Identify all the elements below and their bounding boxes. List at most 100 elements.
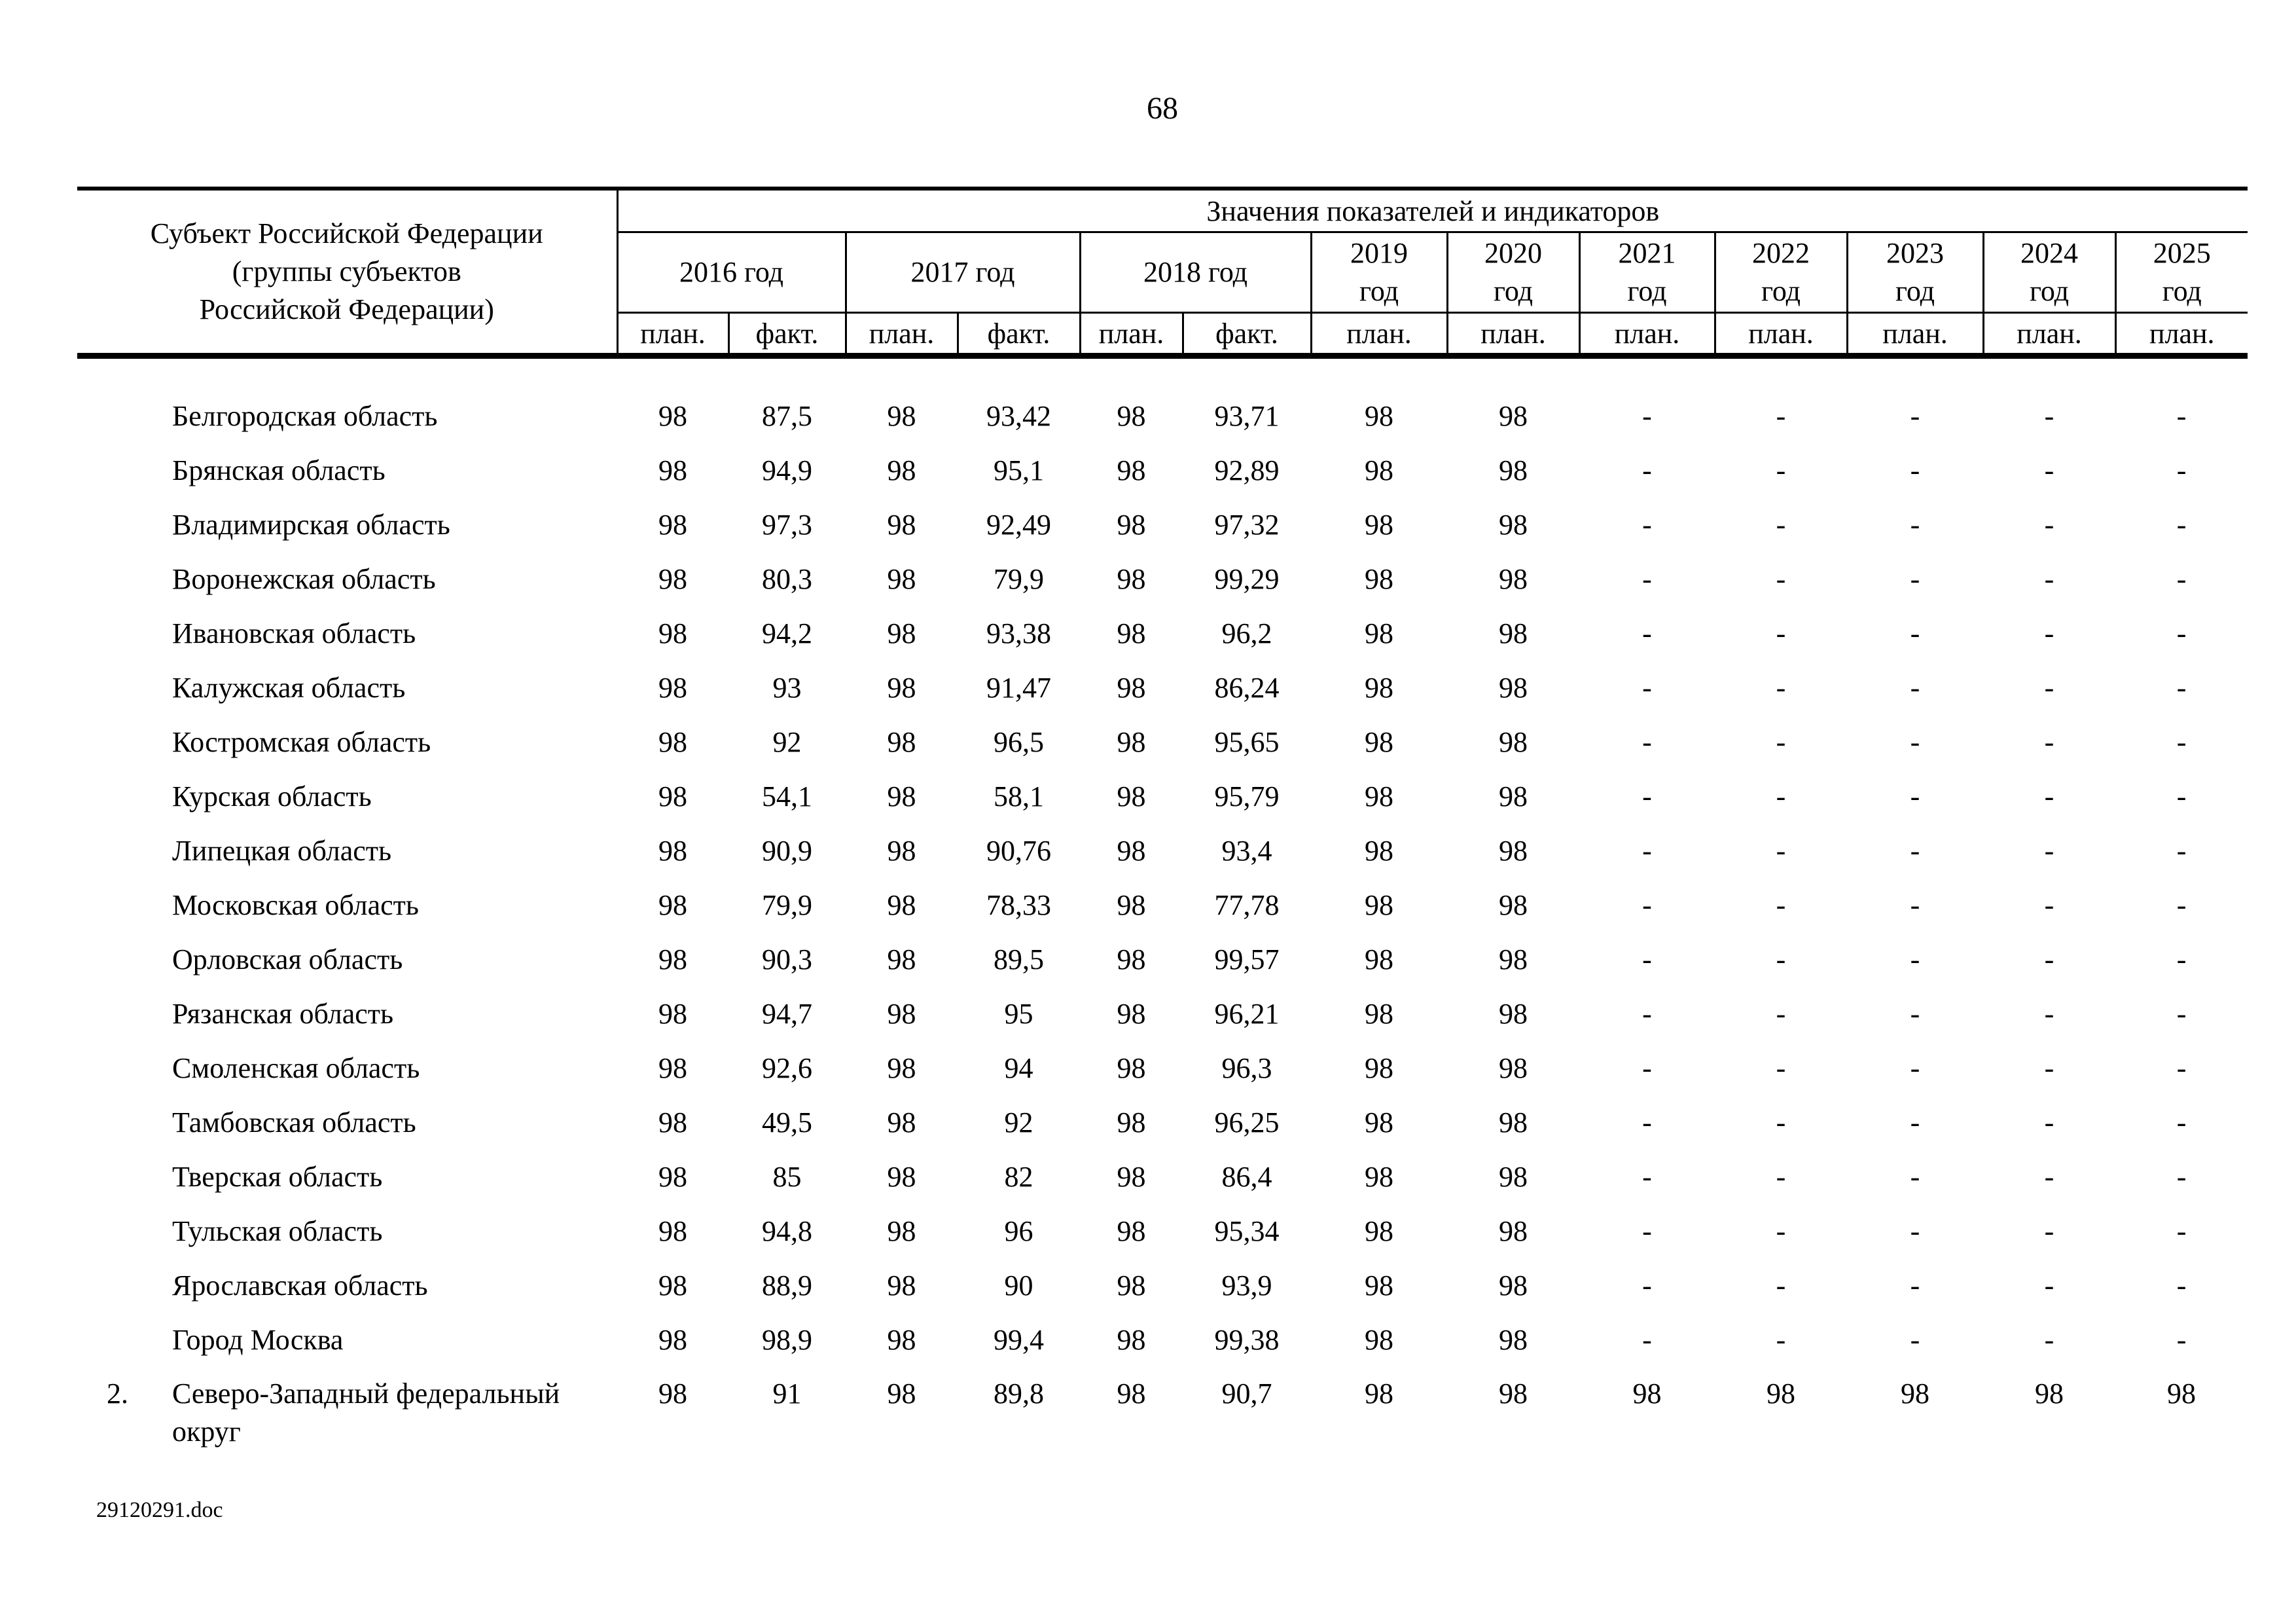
subject-column-header: Субъект Российской Федерации (группы суб… — [77, 189, 619, 359]
region-cell: Тамбовская область — [77, 1095, 617, 1150]
value-cell: 98 — [887, 998, 916, 1030]
value-cell: 98 — [1499, 1161, 1528, 1193]
value-cell: - — [1776, 563, 1786, 595]
value-cell: 98 — [1117, 780, 1146, 812]
value-cell: 98 — [1365, 400, 1393, 432]
value-cell: 98 — [1365, 1161, 1393, 1193]
value-cell: 98 — [887, 1324, 916, 1356]
value-cell: - — [1642, 943, 1652, 976]
value-cell: 92 — [1004, 1106, 1033, 1139]
region-cell: Московская область — [77, 878, 617, 932]
value-cell: 98 — [658, 835, 687, 867]
value-cell: - — [1910, 1052, 1920, 1084]
value-cell: - — [2176, 617, 2187, 649]
subheader-2017-план: план. — [844, 312, 958, 359]
value-cell: - — [2176, 1052, 2187, 1084]
value-cell: 98 — [1365, 563, 1393, 595]
region-name: Город Москва — [172, 1324, 344, 1356]
value-cell: 98 — [1499, 943, 1528, 976]
value-cell: - — [2044, 454, 2054, 486]
value-cell: 79,9 — [994, 563, 1044, 595]
value-cell: 98 — [1499, 1106, 1528, 1139]
value-cell: - — [2044, 509, 2054, 541]
value-cell: - — [1776, 1161, 1786, 1193]
value-cell: - — [2044, 1052, 2054, 1084]
value-cell: - — [1776, 780, 1786, 812]
value-cell: 98 — [658, 780, 687, 812]
value-cell: - — [2176, 454, 2187, 486]
value-cell: 98 — [658, 509, 687, 541]
value-cell: 98 — [887, 1106, 916, 1139]
region-name: Тверская область — [172, 1161, 383, 1193]
value-cell: - — [1776, 672, 1786, 704]
value-cell: - — [1910, 998, 1920, 1030]
value-cell: 98,9 — [762, 1324, 812, 1356]
value-cell: 93,71 — [1214, 400, 1280, 432]
value-cell: 98 — [887, 563, 916, 595]
spacer-row — [77, 356, 2248, 390]
value-cell: - — [2044, 726, 2054, 758]
value-cell: 98 — [887, 943, 916, 976]
value-cell: - — [2044, 672, 2054, 704]
value-cell: - — [1776, 998, 1786, 1030]
value-cell: - — [1776, 400, 1786, 432]
value-cell: 98 — [887, 1215, 916, 1247]
region-name: Ивановская область — [172, 617, 416, 649]
value-cell: 98 — [1499, 563, 1528, 595]
value-cell: - — [1642, 1324, 1652, 1356]
table-row: Смоленская область 98 92,6 98 94 98 96,3 98 98 - -… — [77, 1041, 2248, 1095]
value-cell: 90,7 — [1221, 1377, 1272, 1410]
value-cell: 98 — [658, 998, 687, 1030]
value-cell: 98 — [1117, 672, 1146, 704]
value-cell: - — [1642, 454, 1652, 486]
value-cell: 87,5 — [762, 400, 812, 432]
value-cell: 98 — [1499, 454, 1528, 486]
value-cell: 95,34 — [1214, 1215, 1280, 1247]
region-cell: Тверская область — [77, 1150, 617, 1204]
value-cell: - — [1910, 617, 1920, 649]
subheader-2024-план: план. — [1982, 312, 2115, 359]
value-cell: - — [1776, 1324, 1786, 1356]
value-cell: - — [2176, 563, 2187, 595]
value-cell: 98 — [1365, 1215, 1393, 1247]
region-name: Рязанская область — [172, 998, 394, 1030]
region-name: Липецкая область — [172, 835, 392, 867]
value-cell: 95,79 — [1214, 780, 1280, 812]
value-cell: 98 — [658, 889, 687, 921]
value-cell: 90,3 — [762, 943, 812, 976]
value-cell: 98 — [1499, 1377, 1528, 1410]
value-cell: - — [1642, 998, 1652, 1030]
value-cell: 98 — [887, 672, 916, 704]
region-name: Курская область — [172, 780, 372, 812]
value-cell: 92,89 — [1214, 454, 1280, 486]
value-cell: - — [1776, 835, 1786, 867]
table-row: Московская область 98 79,9 98 78,33 98 77,78 98… — [77, 878, 2248, 932]
value-cell: 91 — [772, 1377, 802, 1410]
subheader-2019-план: план. — [1310, 312, 1447, 359]
year-row: 2016 год 2017 год 2018 год 2019 год 2020 год… — [77, 232, 2248, 314]
value-cell: 98 — [887, 1161, 916, 1193]
value-cell: 82 — [1004, 1161, 1033, 1193]
value-cell: - — [1776, 943, 1786, 976]
value-cell: - — [1642, 672, 1652, 704]
value-cell: 96,5 — [994, 726, 1044, 758]
value-cell: 98 — [1499, 780, 1528, 812]
value-cell: 98 — [1117, 998, 1146, 1030]
value-cell: 98 — [1365, 1106, 1393, 1139]
value-cell: 96,21 — [1214, 998, 1280, 1030]
region-cell: Орловская область — [77, 932, 617, 987]
value-cell: - — [1642, 617, 1652, 649]
table-body: Белгородская область 98 87,5 98 93,42 98 93,71… — [77, 356, 2248, 1467]
value-cell: - — [2044, 617, 2054, 649]
value-cell: 98 — [887, 835, 916, 867]
value-cell: - — [2176, 780, 2187, 812]
value-cell: 98 — [1499, 726, 1528, 758]
year-header-2018: 2018 год — [1079, 232, 1311, 314]
value-cell: - — [2176, 1269, 2187, 1302]
table-row: Ярославская область 98 88,9 98 90 98 93,9 98 98 -… — [77, 1258, 2248, 1313]
year-header-2020: 2020 год — [1446, 232, 1579, 314]
value-cell: 98 — [1499, 1052, 1528, 1084]
region-cell: Тульская область — [77, 1204, 617, 1258]
table-row: Костромская область 98 92 98 96,5 98 95,65 98 98… — [77, 715, 2248, 769]
